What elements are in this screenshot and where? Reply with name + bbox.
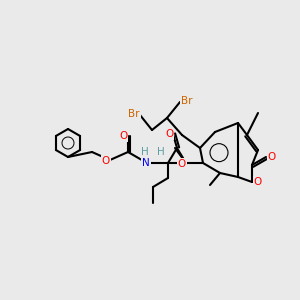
Text: O: O [119,131,127,141]
Text: H: H [141,147,149,157]
Text: O: O [268,152,276,162]
Text: O: O [165,129,173,139]
Text: O: O [178,159,186,169]
Text: Br: Br [128,109,140,119]
Text: O: O [102,156,110,166]
Text: H: H [157,147,165,157]
Text: N: N [142,158,150,168]
Text: Br: Br [181,96,193,106]
Text: O: O [254,177,262,187]
